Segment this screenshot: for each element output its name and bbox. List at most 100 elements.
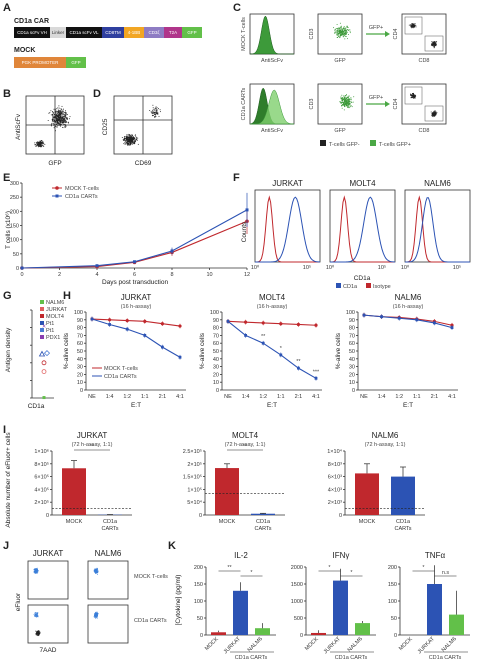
event-dot [54,111,56,113]
construct-segment: GFP [182,27,202,38]
event-dot [154,114,156,116]
event-dot [156,112,158,114]
event-dot [57,116,59,118]
event-dot [153,114,154,116]
event-dot [135,138,137,140]
event-dot [55,125,57,127]
event-dot [63,114,65,116]
event-dot [64,114,66,116]
event-dot [151,110,153,112]
event-dot [54,112,56,114]
event-dot [57,119,59,121]
k-category: MOCK [204,636,220,652]
event-dot [64,117,66,119]
k-bar [255,628,270,635]
k-bar [211,632,226,635]
event-dot [342,33,344,35]
k-y-tick-label: 150 [388,582,397,588]
event-dot [335,28,337,30]
event-dot [41,143,43,145]
k-y-tick-label: 2000 [291,565,303,571]
event-dot [341,32,343,34]
event-dot [55,117,57,119]
gate-label-1: GFP+ [369,25,384,31]
event-dot [159,109,161,111]
event-dot [137,143,139,145]
event-dot [34,142,36,144]
event-dot [40,145,42,147]
event-dot [339,36,341,38]
panel-label-c: C [233,2,241,14]
event-dot [57,115,59,117]
k-y-tick-label: 1500 [291,582,303,588]
event-dot [337,32,339,34]
event-dot [65,126,67,128]
k-sig-label: * [422,565,425,571]
event-dot [59,121,61,123]
event-dot [131,138,132,140]
event-dot [414,23,416,25]
event-dot [55,130,56,132]
event-dot [336,33,338,35]
event-dot [347,27,349,28]
event-dot [153,108,155,110]
event-dot [66,117,68,119]
event-dot [60,111,62,113]
event-dot [59,110,60,112]
event-dot [54,126,56,128]
event-dot [333,27,335,29]
event-dot [123,143,125,145]
event-dot [346,33,348,35]
event-dot [152,111,154,113]
event-dot [129,135,131,137]
k-y-tick-label: 100 [194,599,203,605]
event-dot [54,110,56,112]
event-dot [155,111,157,113]
event-dot [36,143,38,145]
event-dot [62,118,64,120]
event-dot [59,123,60,125]
k-title: IFNγ [333,551,350,560]
event-dot [59,113,61,115]
event-dot [154,111,156,113]
k-sig-label: n.s [442,570,450,576]
event-dot [151,111,153,113]
event-dot [40,142,42,144]
event-dot [411,24,413,26]
event-dot [124,136,126,138]
mock-construct-bar: PGK PROMOTER GFP [14,57,86,68]
event-dot [129,138,131,140]
event-dot [61,105,63,107]
event-dot [344,34,346,36]
event-dot [65,121,67,123]
event-dot [134,140,136,142]
event-dot [57,122,59,124]
event-dot [133,139,135,141]
event-dot [61,118,63,120]
event-dot [63,123,65,125]
event-dot [65,120,67,122]
k-bar [333,580,348,635]
event-dot [58,115,60,117]
construct-segment: T2A [164,27,182,38]
event-dot [50,124,52,126]
event-dot [339,31,341,33]
event-dot [348,29,350,31]
event-dot [60,113,62,115]
event-dot [133,137,135,139]
event-dot [63,121,65,123]
event-dot [55,108,56,110]
k-y-tick-label: 50 [197,616,203,622]
event-dot [129,142,131,144]
event-dot [339,22,341,24]
event-dot [56,126,58,128]
event-dot [132,140,134,142]
event-dot [411,23,413,24]
event-dot [339,30,341,32]
event-dot [54,115,56,117]
event-dot [412,26,414,28]
event-dot [37,142,39,144]
panel-label-a: A [3,2,11,14]
event-dot [343,32,345,34]
